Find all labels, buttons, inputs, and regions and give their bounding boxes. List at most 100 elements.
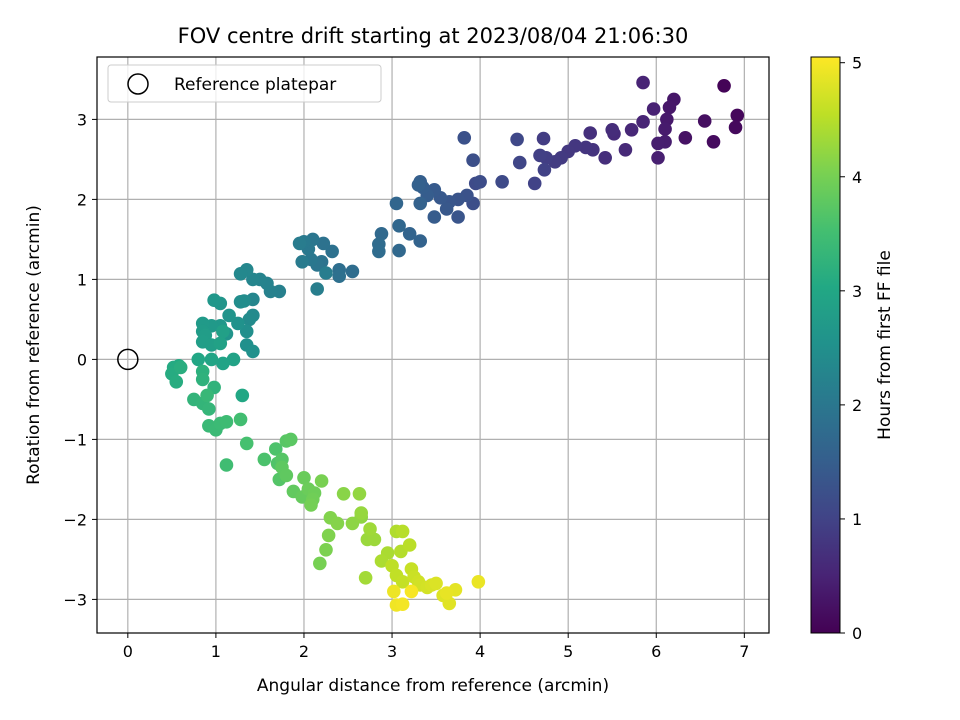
data-point (411, 178, 426, 192)
data-point (354, 506, 369, 520)
data-point (533, 148, 547, 163)
colorbar-ticks: 0 1 2 3 4 5 (840, 54, 862, 643)
data-point (226, 352, 241, 367)
data-point (451, 210, 465, 224)
data-point (605, 123, 620, 137)
data-point (457, 131, 472, 145)
data-point (200, 388, 214, 403)
data-point (257, 452, 272, 467)
data-point (537, 163, 552, 177)
legend: Reference platepar (107, 64, 382, 103)
data-point (413, 196, 428, 211)
y-tick-label: −3 (63, 590, 87, 609)
data-point (231, 316, 245, 331)
data-point (678, 131, 693, 145)
data-point (204, 352, 219, 367)
y-axis-label: Rotation from reference (arcmin) (24, 205, 44, 485)
data-point (213, 336, 228, 351)
data-point (279, 468, 294, 483)
data-point (374, 227, 389, 241)
data-point (216, 356, 230, 371)
data-point (402, 227, 417, 241)
data-point (651, 151, 665, 165)
y-axis-ticks: −3 −2 −1 0 1 2 3 (63, 110, 97, 609)
colorbar-label: Hours from first FF file (875, 250, 895, 440)
data-point (392, 243, 406, 258)
data-point (636, 75, 650, 90)
data-points (117, 75, 745, 612)
colorbar-tick-label: 5 (852, 54, 862, 73)
x-tick-label: 4 (475, 642, 485, 661)
data-point (510, 132, 524, 147)
data-point (651, 136, 665, 151)
data-point (429, 576, 443, 591)
data-point (598, 151, 612, 165)
data-point (636, 115, 650, 129)
data-point (219, 415, 234, 429)
data-point (268, 442, 283, 456)
data-point (392, 219, 406, 233)
data-point (363, 522, 377, 536)
data-point (345, 264, 360, 279)
data-point (728, 120, 743, 135)
data-point (239, 324, 254, 339)
data-point (336, 487, 351, 501)
data-point (246, 344, 260, 359)
data-point (316, 236, 331, 251)
data-point (527, 176, 542, 191)
data-point (697, 114, 712, 128)
data-point (658, 122, 672, 136)
data-point (372, 244, 386, 259)
data-point (332, 269, 347, 284)
data-point (395, 575, 410, 589)
data-point (730, 108, 745, 123)
colorbar-gradient (810, 56, 841, 634)
x-tick-label: 2 (299, 642, 309, 661)
x-axis-ticks: 0 1 2 3 4 5 6 7 (123, 633, 749, 661)
colorbar: 0 1 2 3 4 5 Hours from first FF file (810, 54, 895, 643)
data-point (717, 79, 731, 93)
data-point (314, 474, 329, 488)
plot-frame (96, 56, 770, 634)
colorbar-tick-label: 0 (852, 624, 862, 643)
data-point (233, 295, 248, 309)
x-tick-label: 0 (123, 642, 133, 661)
data-point (618, 143, 633, 157)
data-point (471, 575, 486, 589)
y-tick-label: 2 (77, 190, 87, 209)
data-point (536, 131, 551, 146)
data-point (512, 155, 527, 170)
data-point (439, 202, 454, 216)
x-tick-label: 1 (211, 642, 221, 661)
data-point (352, 487, 367, 501)
data-point (304, 498, 318, 512)
colorbar-tick-label: 3 (852, 282, 862, 301)
data-point (413, 234, 428, 248)
y-tick-label: 0 (77, 350, 87, 369)
data-point (321, 528, 336, 543)
legend-marker-reference (127, 73, 149, 95)
x-tick-label: 6 (651, 642, 661, 661)
data-point (283, 432, 298, 447)
data-point (389, 196, 404, 211)
data-point (646, 102, 661, 116)
data-point (235, 388, 250, 403)
data-point (325, 244, 339, 259)
data-point (442, 596, 457, 611)
data-point (173, 360, 188, 375)
data-point (466, 153, 480, 167)
data-point (330, 516, 345, 531)
y-tick-label: 3 (77, 110, 87, 129)
data-point (216, 324, 230, 339)
data-point (195, 372, 210, 387)
y-tick-label: −2 (63, 510, 87, 529)
data-point (579, 140, 593, 155)
data-point (387, 584, 401, 599)
data-point (583, 126, 598, 140)
data-point (624, 123, 639, 137)
data-point (297, 471, 311, 485)
data-point (404, 584, 419, 599)
x-axis-label: Angular distance from reference (arcmin) (257, 676, 609, 696)
chart-title: FOV centre drift starting at 2023/08/04 … (178, 24, 689, 48)
